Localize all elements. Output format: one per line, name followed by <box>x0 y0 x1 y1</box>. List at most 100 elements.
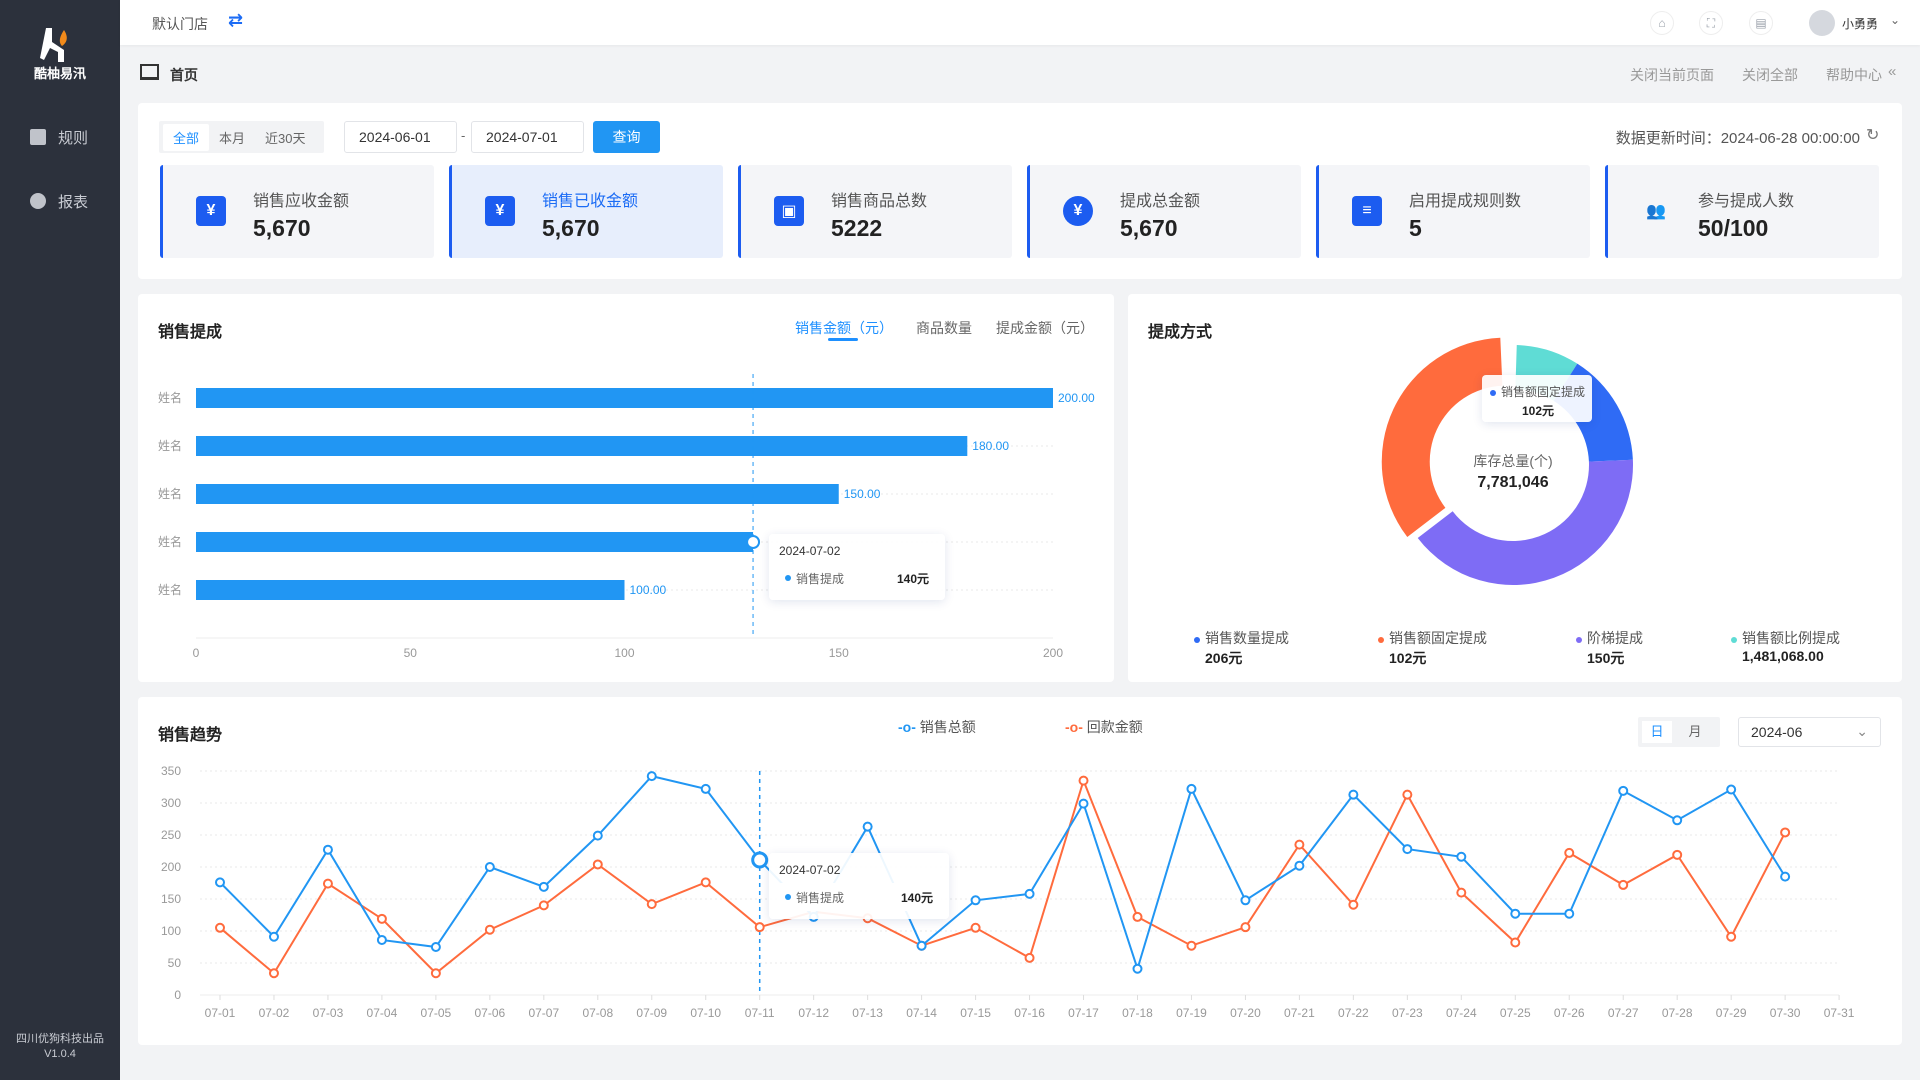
company-credit: 四川优狗科技出品 <box>16 1033 104 1045</box>
data-point <box>1510 937 1521 948</box>
data-point <box>1618 785 1629 796</box>
bar <box>196 580 625 600</box>
tooltip-date: 2024-07-02 <box>779 863 841 877</box>
data-point <box>1348 899 1359 910</box>
top-bar: 默认门店 ⇄ ⌂ ⛶ ▤ 小勇勇 ⌄ <box>120 0 1920 45</box>
bar-tooltip: 2024-07-02 销售提成 140元 <box>769 534 945 600</box>
start-date-input[interactable]: 2024-06-01 <box>344 121 457 153</box>
legend-item[interactable]: 阶梯提成 150元 <box>1576 628 1643 668</box>
collapse-icon[interactable]: « <box>1888 63 1897 80</box>
data-point <box>1672 815 1683 826</box>
data-point <box>1402 844 1413 855</box>
legend-item[interactable]: 销售额比例提成 1,481,068.00 <box>1731 628 1840 664</box>
tooltip-series: 销售额固定提成 <box>1490 383 1585 400</box>
x-tick-label: 07-10 <box>690 1006 721 1020</box>
sidebar-item-rules[interactable]: 规则 <box>0 117 120 157</box>
chart-icon <box>140 64 159 80</box>
category-label: 姓名 <box>158 582 182 597</box>
settings-doc-icon[interactable]: ▤ <box>1749 11 1773 35</box>
tab-sales-amount[interactable]: 销售金额（元） <box>795 320 893 336</box>
x-tick-label: 07-13 <box>852 1006 883 1020</box>
sidebar-item-reports[interactable]: 报表 <box>0 181 120 221</box>
legend-value: 206元 <box>1205 650 1243 666</box>
y-tick-label: 0 <box>174 988 181 1002</box>
chevron-down-icon[interactable]: ⌄ <box>1890 13 1901 27</box>
tab-commission-amount[interactable]: 提成金额（元） <box>996 320 1094 336</box>
stat-value: 5,670 <box>1120 215 1178 241</box>
tooltip-date: 2024-07-02 <box>779 544 841 558</box>
stat-card-received[interactable]: ¥ 销售已收金额 5,670 <box>449 165 723 258</box>
sales-trend-card: 销售趋势 -o- 销售总额 -o- 回款金额 日 月 2024-06 ⌄ 0 50 1… <box>138 697 1902 1045</box>
legend-dot-icon <box>1378 637 1384 643</box>
pie-chart-icon <box>30 193 46 209</box>
month-select[interactable]: 2024-06 ⌄ <box>1738 717 1881 747</box>
data-point <box>970 895 981 906</box>
x-tick-label: 07-07 <box>528 1006 559 1020</box>
data-point <box>430 968 441 979</box>
stat-card-participants[interactable]: 👥 参与提成人数 50/100 <box>1605 165 1879 258</box>
data-point <box>484 862 495 872</box>
data-point <box>1726 931 1737 942</box>
legend-dot-icon <box>1731 637 1737 643</box>
data-point <box>1780 827 1791 838</box>
refresh-icon[interactable]: ↻ <box>1866 127 1880 144</box>
data-point <box>322 844 333 855</box>
help-center-link[interactable]: 帮助中心 <box>1826 67 1882 83</box>
legend-label: 销售数量提成 <box>1205 630 1289 646</box>
x-tick-label: 07-15 <box>960 1006 991 1020</box>
stat-label: 销售商品总数 <box>831 193 928 210</box>
update-time-value: 2024-06-28 00:00:00 <box>1720 130 1860 147</box>
tooltip-name: 销售额固定提成 <box>1501 385 1586 399</box>
end-date-input[interactable]: 2024-07-01 <box>471 121 584 153</box>
donut-slice <box>1417 459 1633 585</box>
data-point <box>1348 789 1359 800</box>
wallet-yen-icon: ¥ <box>196 196 226 226</box>
data-point <box>1780 871 1791 882</box>
x-tick-label: 07-12 <box>798 1006 829 1020</box>
legend-label: 销售总额 <box>919 719 976 735</box>
data-point <box>592 859 603 870</box>
x-tick-label: 07-09 <box>636 1006 667 1020</box>
stat-value: 5222 <box>831 215 883 241</box>
data-point <box>1294 839 1305 850</box>
stat-card-rules[interactable]: ≡ 启用提成规则数 5 <box>1316 165 1590 258</box>
x-tick-label: 07-23 <box>1392 1006 1423 1020</box>
legend-item[interactable]: 销售数量提成 206元 <box>1194 628 1289 668</box>
data-point <box>1672 849 1683 860</box>
data-point <box>754 922 765 933</box>
range-30days[interactable]: 近30天 <box>265 130 306 146</box>
range-all[interactable]: 全部 <box>163 123 210 151</box>
close-all-button[interactable]: 关闭全部 <box>1742 67 1798 83</box>
user-name[interactable]: 小勇勇 <box>1842 17 1879 31</box>
stat-card-commission[interactable]: ¥ 提成总金额 5,670 <box>1027 165 1301 258</box>
y-tick-label: 250 <box>161 828 181 842</box>
range-month[interactable]: 本月 <box>219 130 246 146</box>
data-point <box>1726 784 1737 795</box>
legend-item[interactable]: 销售额固定提成 102元 <box>1378 628 1487 668</box>
switch-store-icon[interactable]: ⇄ <box>228 10 244 30</box>
y-tick-label: 150 <box>161 892 181 906</box>
x-tick-label: 150 <box>829 646 849 660</box>
stat-card-receivable[interactable]: ¥ 销售应收金额 5,670 <box>160 165 434 258</box>
month-select-value: 2024-06 <box>1751 724 1803 740</box>
x-tick-label: 07-04 <box>367 1006 398 1020</box>
stat-card-products[interactable]: ▣ 销售商品总数 5222 <box>738 165 1012 258</box>
fullscreen-icon[interactable]: ⛶ <box>1699 11 1723 35</box>
legend-label: 销售额比例提成 <box>1742 630 1840 646</box>
tab-quantity[interactable]: 商品数量 <box>916 320 972 336</box>
data-point <box>430 942 441 952</box>
query-button[interactable]: 查询 <box>593 121 660 153</box>
legend-repayment[interactable]: -o- 回款金额 <box>1065 717 1143 737</box>
commission-method-card: 提成方式 库存总量(个) 7,781,046 销售额固定提成 102元 销售数量… <box>1128 294 1902 682</box>
page-tab-home[interactable]: 首页 <box>170 67 198 83</box>
data-point <box>538 900 549 911</box>
x-tick-label: 0 <box>193 646 200 660</box>
toggle-month[interactable]: 月 <box>1688 724 1702 739</box>
close-current-button[interactable]: 关闭当前页面 <box>1630 67 1714 83</box>
avatar[interactable] <box>1809 10 1835 36</box>
home-icon[interactable]: ⌂ <box>1650 11 1674 35</box>
legend-sales-total[interactable]: -o- 销售总额 <box>898 717 976 737</box>
toggle-day[interactable]: 日 <box>1642 721 1672 743</box>
legend-value: 150元 <box>1587 650 1625 666</box>
sales-commission-card: 销售提成 销售金额（元） 商品数量 提成金额（元） 姓名 200.00 姓名 180.… <box>138 294 1114 682</box>
